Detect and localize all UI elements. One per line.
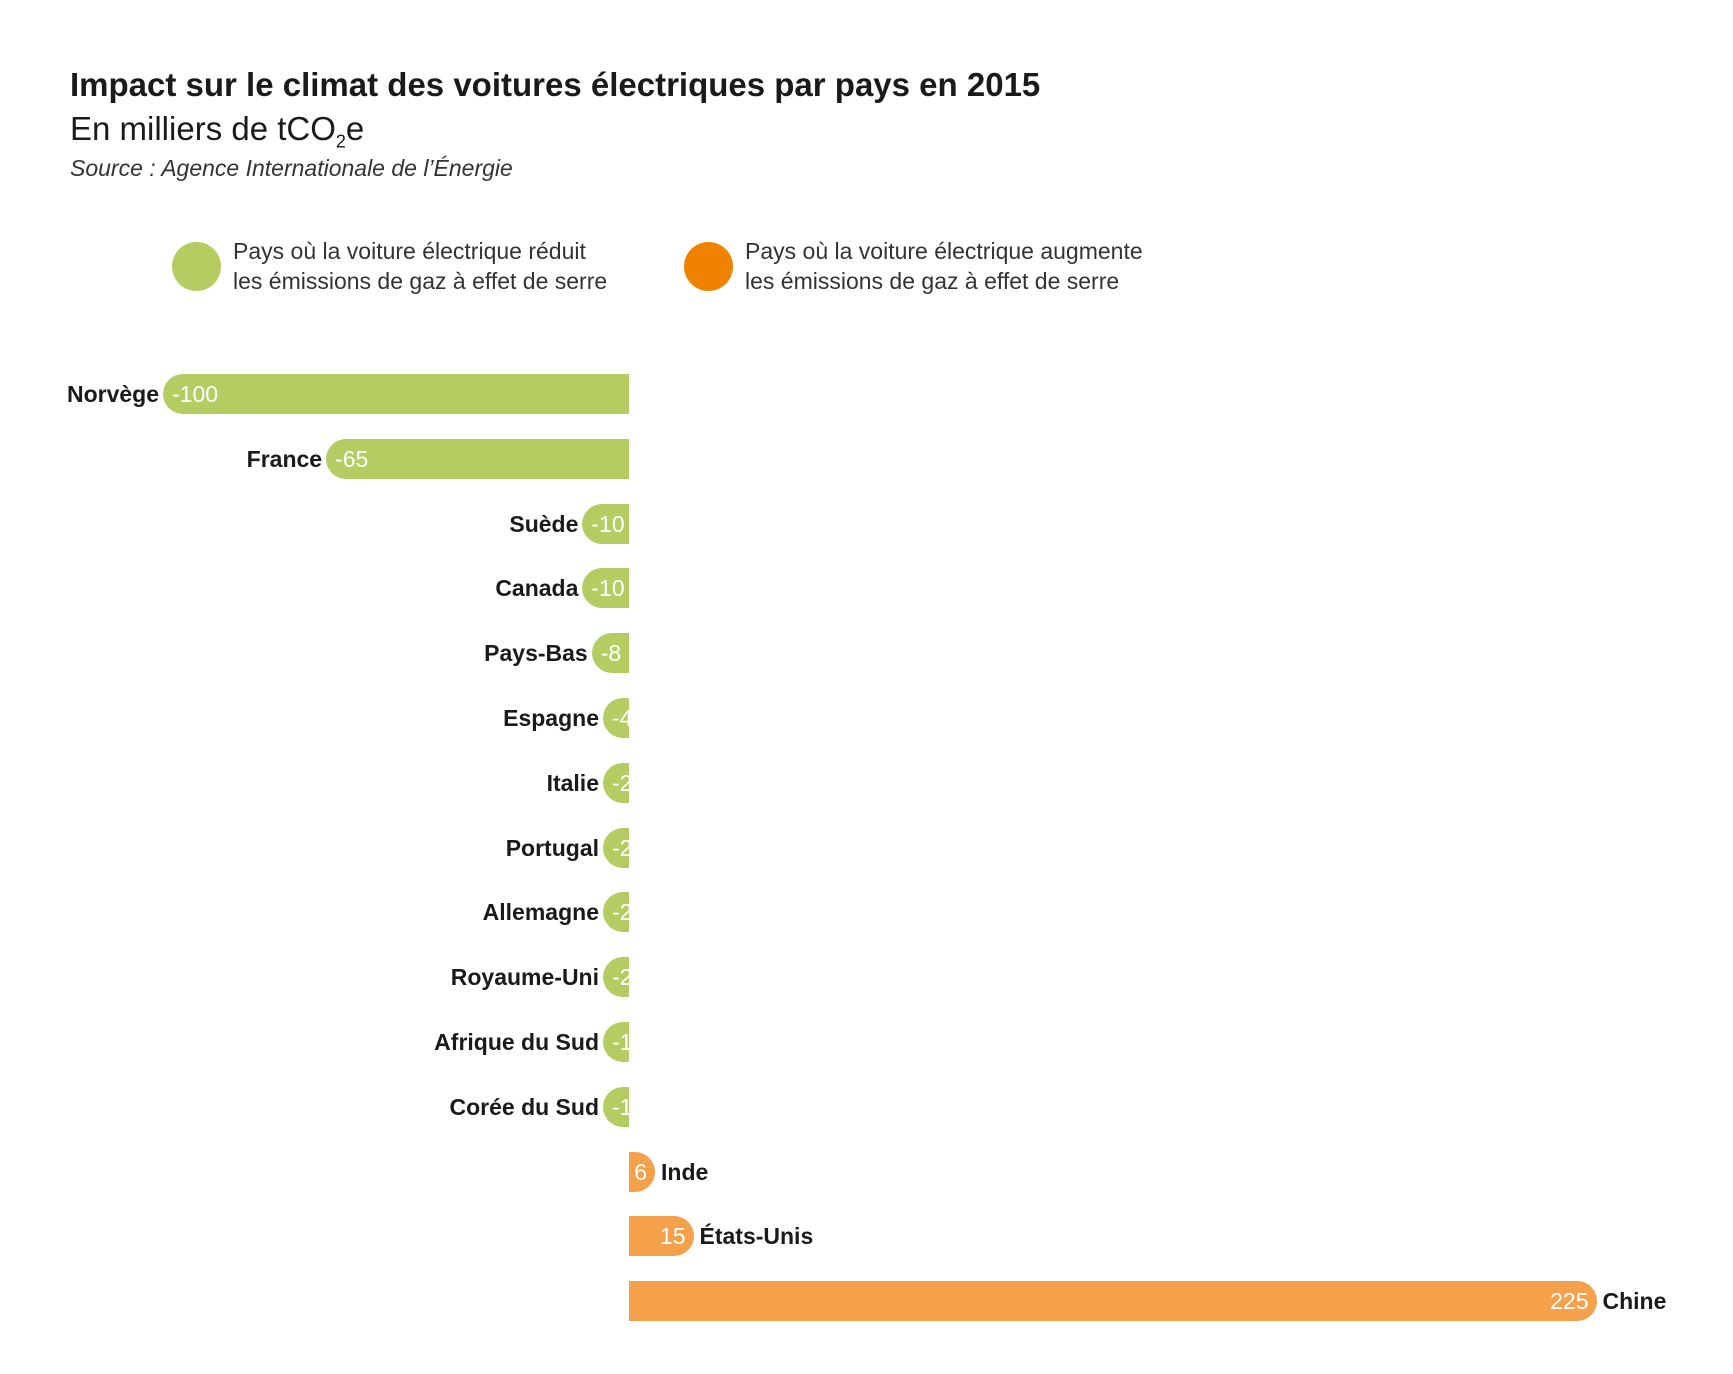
legend-label: Pays où la voiture électrique réduit les…: [233, 238, 608, 294]
bar-4: [591, 633, 629, 674]
data-label: -65: [335, 445, 369, 472]
bar-1: [326, 438, 629, 479]
bar-5: [603, 698, 629, 738]
bar-7: [603, 827, 629, 868]
bar-9: [603, 957, 629, 998]
chart-subtitle: En milliers de tCO2e: [70, 110, 364, 153]
category-label: Allemagne: [482, 899, 599, 926]
subtitle-end: e: [345, 110, 365, 147]
category-label: Chine: [1602, 1288, 1667, 1315]
bar-0: [163, 374, 629, 414]
data-label: -2: [612, 834, 633, 861]
bar-2: [582, 503, 629, 544]
legend-item-reduces: Pays où la voiture électrique réduit les…: [172, 236, 607, 296]
category-label: Canada: [495, 575, 579, 602]
bar-11: [603, 1086, 629, 1127]
legend-dot-orange: [684, 241, 733, 291]
category-label: Suède: [509, 510, 579, 537]
chart-title: Impact sur le climat des voitures électr…: [70, 66, 1041, 103]
data-label: -10: [591, 510, 625, 537]
chart-source: Source : Agence Internationale de l’Éner…: [70, 155, 513, 181]
data-label: 225: [1550, 1288, 1589, 1315]
category-label: Norvège: [66, 381, 159, 407]
bar-14: [629, 1281, 1597, 1322]
legend-label: Pays où la voiture électrique augmente l…: [745, 238, 1143, 294]
subtitle-sub: 2: [335, 131, 346, 152]
category-label: Espagne: [503, 705, 599, 731]
legend-dot-green: [172, 241, 221, 291]
category-label: États-Unis: [699, 1223, 814, 1250]
category-label: Pays-Bas: [484, 640, 588, 667]
category-label: Royaume-Uni: [450, 964, 599, 991]
category-label: Afrique du Sud: [434, 1029, 599, 1055]
bar-3: [582, 568, 629, 609]
category-label: Portugal: [505, 834, 599, 861]
bar-10: [603, 1022, 629, 1062]
data-label: -1: [612, 1093, 633, 1120]
category-label: Corée du Sud: [449, 1093, 599, 1120]
data-label: -1: [612, 1029, 633, 1055]
data-label: -8: [600, 640, 622, 667]
bar-6: [603, 762, 629, 803]
data-label: 6: [634, 1158, 647, 1185]
data-label: -4: [612, 705, 633, 731]
bar-13: [629, 1216, 694, 1257]
data-label: -2: [612, 769, 633, 796]
data-label: -2: [612, 899, 633, 926]
data-label: -2: [612, 964, 633, 991]
category-label: France: [246, 445, 323, 472]
legend-item-increases: Pays où la voiture électrique augmente l…: [684, 236, 1143, 296]
data-label: -10: [591, 575, 625, 602]
data-label: -100: [172, 381, 219, 407]
category-label: Inde: [661, 1158, 709, 1185]
data-label: 15: [659, 1223, 686, 1250]
subtitle-main: En milliers de tCO: [70, 110, 336, 147]
category-label: Italie: [546, 769, 599, 796]
